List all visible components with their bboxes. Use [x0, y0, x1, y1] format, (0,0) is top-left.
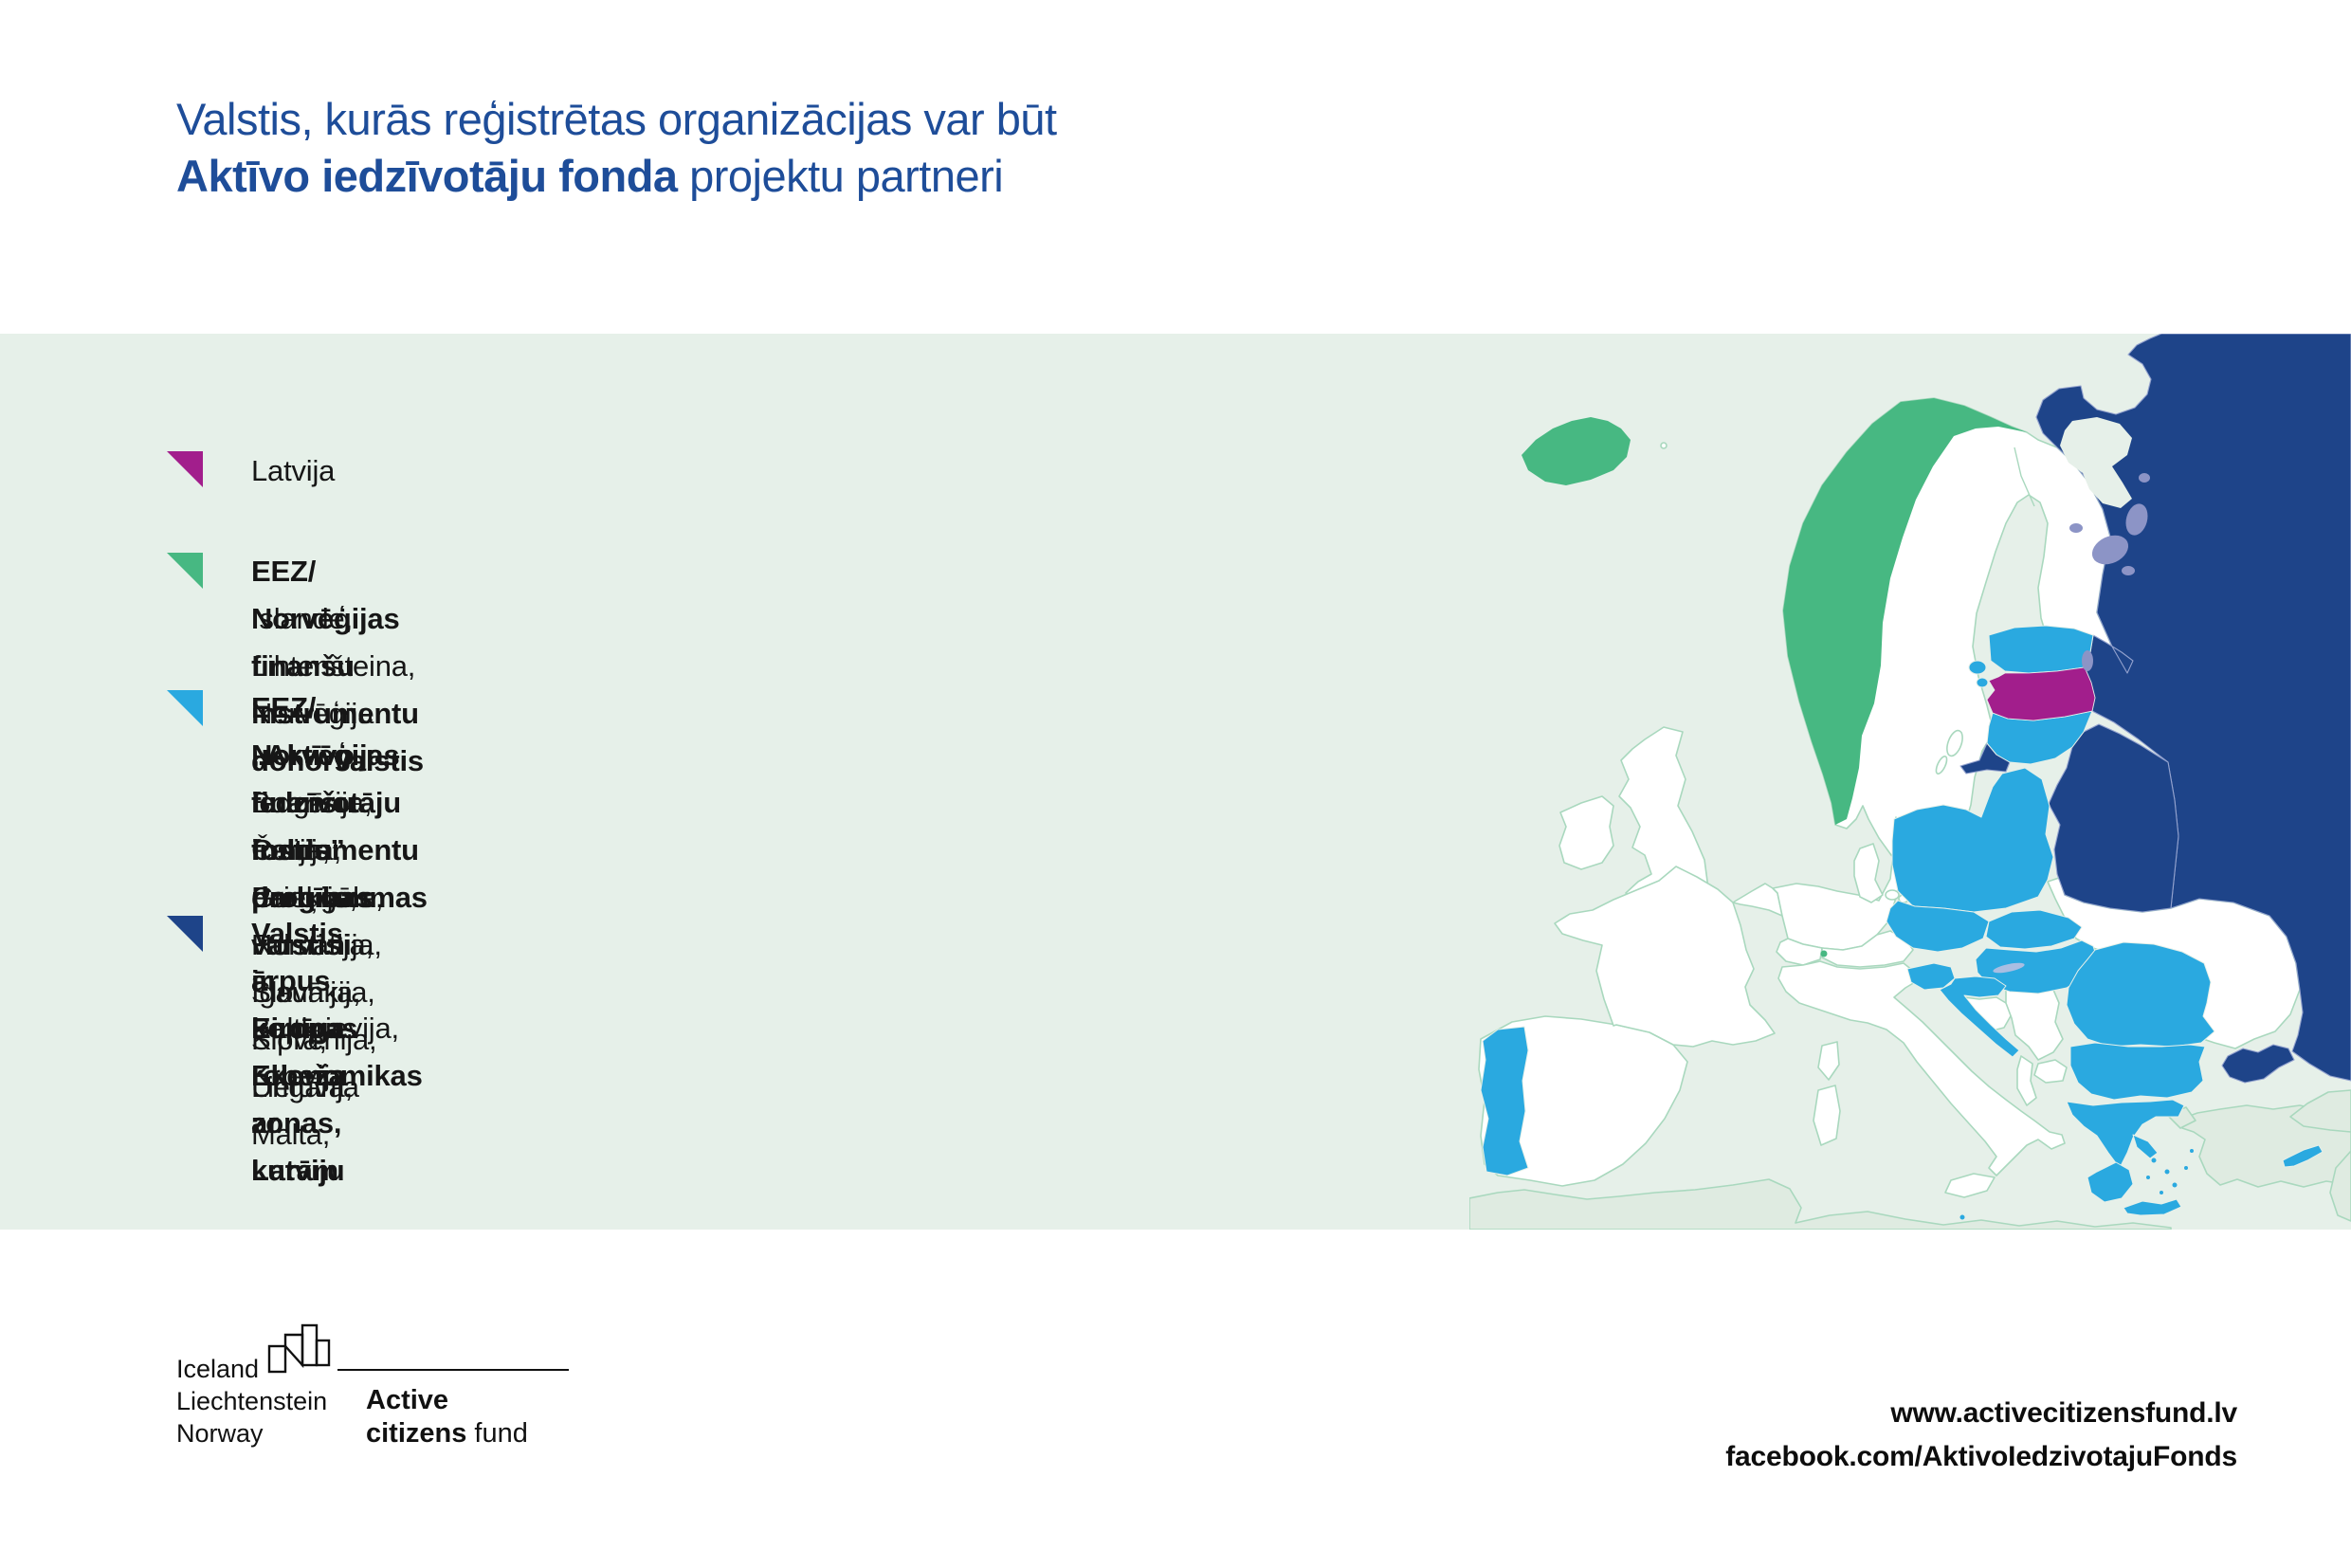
map-country-iberia-spain [1478, 1015, 1688, 1187]
footer-links: www.activecitizensfund.lv facebook.com/A… [1725, 1392, 2237, 1479]
map-lake-small-3 [2122, 566, 2135, 575]
map-lake-peipus [2082, 650, 2093, 671]
map-country-north-macedonia [2033, 1059, 2068, 1084]
map-country-denmark [1853, 843, 1884, 903]
legend-title-donor: EEZ/ Norvēģijas finanšu instrumentu dono… [251, 555, 424, 777]
map-region-levant [2329, 1150, 2351, 1222]
legend-title-programme-line1: EEZ/ Norvēģijas finanšu instrumentu prog… [251, 691, 428, 914]
page-title-line2-rest: projektu partneri [677, 151, 1004, 201]
map-border-sweden-finland [2014, 447, 2035, 507]
map-island-aegean-4 [2145, 1175, 2151, 1180]
map-lake-balaton [1993, 962, 2025, 974]
acf-word-fund: fund [466, 1418, 528, 1449]
map-island-aegean-2 [2163, 1168, 2171, 1176]
map-group-neighbours [1959, 334, 2351, 1084]
map-country-portugal [1480, 1026, 1529, 1176]
acf-word-active: Active [366, 1385, 449, 1415]
footer-logo-line-norway: Norway [176, 1419, 264, 1448]
map-country-albania [2016, 1055, 2037, 1106]
map-island-aegean-5 [2159, 1190, 2164, 1195]
map-island-corsica [1817, 1041, 1840, 1081]
map-country-romania [2066, 941, 2215, 1048]
website-url[interactable]: www.activecitizensfund.lv [1890, 1397, 2237, 1429]
map-country-norway [1783, 398, 2038, 825]
map-country-liechtenstein [1820, 950, 1828, 957]
facebook-url[interactable]: facebook.com/AktivoIedzivotajuFonds [1725, 1441, 2237, 1472]
map-sea-white-sea [2060, 417, 2132, 508]
page-title-line2: Aktīvo iedzīvotāju fonda projektu partne… [176, 148, 1057, 205]
map-island-crete [2123, 1198, 2182, 1216]
map-country-ireland [1558, 795, 1614, 870]
footer-logo-line-iceland: Iceland [176, 1355, 260, 1383]
map-lake-onega [2125, 503, 2148, 536]
map-country-cyprus [2282, 1144, 2324, 1168]
map-island-aegean-7 [2189, 1148, 2195, 1154]
map-country-croatia [1939, 975, 2020, 1058]
acf-word-citizens: citizens [366, 1418, 467, 1449]
map-group-donor [1522, 398, 2038, 957]
legend-countries-neighbours: Baltkrievija, Krievija [251, 1012, 399, 1092]
map-lake-small-2 [2139, 473, 2150, 483]
map-island-euboea [2132, 1134, 2159, 1159]
map-island-sicily [1944, 1173, 1996, 1198]
map-island-saaremaa [1968, 660, 1987, 675]
page-title-line1: Valstis, kurās reģistrētas organizācijas… [176, 94, 1057, 144]
map-island-aegean-3 [2171, 1181, 2178, 1189]
map-country-austria [1821, 930, 1914, 968]
map-country-malta [1959, 1213, 1966, 1221]
map-island-faroe [1660, 442, 1668, 449]
logo-divider-rule [337, 1369, 569, 1371]
map-island-aegean-1 [2150, 1157, 2158, 1164]
map-country-greece [2066, 1099, 2185, 1169]
map-region-crimea [2221, 1044, 2295, 1084]
map-country-iceland [1522, 417, 1631, 485]
map-region-caucasus [2289, 1089, 2351, 1133]
map-island-gotland [1946, 729, 1963, 757]
legend-countries-donor: Islande, Lihtenšteina, Norvēģija [251, 602, 416, 730]
map-island-aegean-6 [2183, 1165, 2189, 1171]
map-country-latvia [1986, 666, 2096, 721]
map-group-lakes [2069, 473, 2150, 671]
map-country-estonia [1988, 625, 2094, 674]
map-region-peloponnese [2087, 1161, 2134, 1203]
eea-grants-logo-icon [267, 1323, 339, 1382]
map-island-oland [1935, 755, 1948, 775]
map-island-hiiumaa [1976, 677, 1989, 688]
legend-title-programme-line2: „Aktīvo iedzīvotāju fonds” darbības vals… [251, 738, 401, 961]
map-lake-small-1 [2069, 523, 2083, 533]
map-outside-landmass [1469, 1089, 2351, 1230]
map-lake-ladoga [2091, 535, 2129, 565]
map-group-latvia [1986, 666, 2096, 721]
map-country-slovakia [1985, 909, 2083, 950]
map-country-slovenia [1906, 962, 1956, 991]
legend-title-neighbours-line2: ir kopīga robeža ar Latviju [251, 964, 345, 1187]
footer-logo-line-liechtenstein: Liechtenstein [176, 1387, 328, 1415]
page-title-line2-bold: Aktīvo iedzīvotāju fonda [176, 151, 678, 201]
map-country-poland [1891, 767, 2054, 913]
map-island-sardinia [1813, 1085, 1841, 1146]
active-citizens-fund-wordmark: Active citizens fund [366, 1384, 528, 1450]
legend-title-neighbours-line1: Valstis ārpus Eiropas Ekonomikas zonas, … [251, 917, 423, 1187]
legend-countries-programme-line1: Bulgārija, Čehija, Grieķija, Horvātija, … [251, 786, 374, 1151]
map-island-zealand [1885, 889, 1900, 901]
legend-countries-programme-line2: Polija, Portugāle, Rumānija, Slovākija, … [251, 833, 384, 1103]
europe-map [1469, 334, 2351, 1230]
map-country-czechia [1886, 900, 1990, 953]
map-group-programme [1480, 625, 2324, 1221]
footer-logo-countries: Iceland Liechtenstein Norway [176, 1353, 327, 1449]
map-country-bulgaria [2069, 1042, 2206, 1101]
legend-label-latvia: Latvija [251, 454, 336, 487]
page-title: Valstis, kurās reģistrētas organizācijas… [176, 91, 1057, 205]
map-country-russia [2035, 334, 2351, 1082]
europe-map-svg [1469, 334, 2351, 1230]
map-country-belarus [2048, 723, 2179, 913]
map-region-africa [1469, 1178, 2172, 1230]
